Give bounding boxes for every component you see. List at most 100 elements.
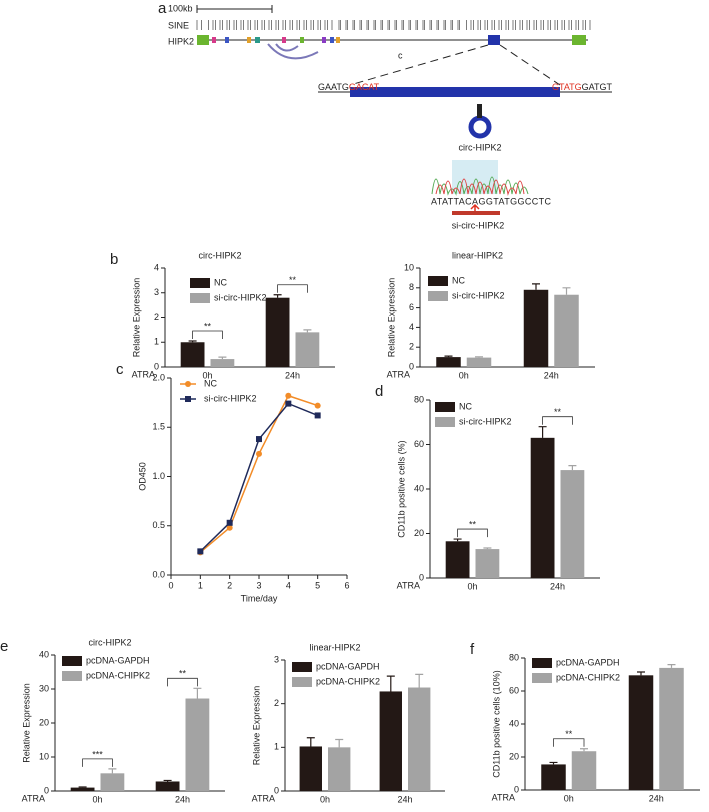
bar <box>408 687 431 791</box>
point <box>197 548 204 555</box>
y-tick-label: 10 <box>39 751 49 761</box>
flank: GAATGGACAT <box>318 82 380 92</box>
x-tick-label: 24h <box>397 794 412 804</box>
y-tick-label: 20 <box>509 751 519 761</box>
point <box>226 519 233 526</box>
legend-swatch <box>62 671 82 681</box>
x-tick-label: 3 <box>256 580 261 590</box>
bar <box>70 787 95 791</box>
bar <box>466 357 492 367</box>
zoom-line <box>349 44 561 86</box>
legend-label: pcDNA-CHIPK2 <box>86 670 150 680</box>
y-tick-label: 0 <box>514 784 519 794</box>
significance-bracket <box>192 330 223 340</box>
legend-label: NC <box>204 378 217 388</box>
y-tick-label: 1.0 <box>152 471 165 481</box>
exon <box>488 35 500 45</box>
error-bar <box>78 786 87 788</box>
line <box>199 402 318 552</box>
seq: GTATG <box>552 82 582 92</box>
error-bar <box>580 748 588 752</box>
y-tick-label: 0 <box>154 361 159 371</box>
y-axis-label: CD11b positive cells (%) <box>396 440 406 537</box>
x-axis-label: Time/day <box>241 593 278 603</box>
y-tick-label: 2.0 <box>152 372 165 382</box>
y-tick-label: 4 <box>409 322 414 332</box>
y-tick-label: 10 <box>404 262 414 272</box>
legend-marker <box>185 396 191 402</box>
legend-swatch <box>532 673 552 683</box>
x-tick-label: 24h <box>649 793 664 803</box>
y-tick-label: 60 <box>414 439 424 449</box>
point <box>256 450 262 457</box>
x-tick-label: 0h <box>467 581 477 591</box>
bar <box>328 747 351 791</box>
error-bar <box>538 426 547 438</box>
y-tick-label: 1 <box>274 742 279 752</box>
y-tick-label: 0.5 <box>152 520 165 530</box>
exon <box>336 37 340 43</box>
legend-marker <box>185 381 191 387</box>
x-tick-label: 2 <box>227 580 232 590</box>
chromatogram <box>431 176 529 196</box>
exon <box>212 37 216 43</box>
x-tick-label: 0h <box>320 794 330 804</box>
legend-label: si-circ-HIPK2 <box>214 292 267 302</box>
y-tick-label: 80 <box>414 394 424 404</box>
circ-rna <box>468 115 492 139</box>
x-tick-label: 0 <box>168 580 173 590</box>
panel-a: a 100kb SINE HIPK2 c GAATGGACAT GTATGGAT… <box>158 0 613 230</box>
bar <box>379 691 402 791</box>
bar <box>210 359 235 367</box>
significance-label: ** <box>565 729 573 739</box>
y-tick-label: 30 <box>39 683 49 693</box>
panel-label: d <box>375 383 383 400</box>
y-tick-label: 60 <box>509 685 519 695</box>
legend-swatch <box>292 677 312 687</box>
chart-title: linear-HIPK2 <box>309 642 360 652</box>
error-bar <box>444 355 453 358</box>
error-bar <box>532 283 540 290</box>
significance-bracket <box>553 738 585 747</box>
bar <box>628 675 654 790</box>
exon <box>572 35 586 45</box>
y-axis-label: Relative Expression <box>21 683 31 763</box>
x-tick-label: 0h <box>92 794 102 804</box>
legend-swatch <box>428 291 448 301</box>
error-bar <box>549 761 558 765</box>
legend-label: NC <box>452 275 465 285</box>
legend-label: NC <box>214 277 227 287</box>
error-bar <box>163 779 172 782</box>
error-bar <box>667 664 676 668</box>
legend-swatch <box>428 276 448 286</box>
y-tick-label: 6 <box>409 302 414 312</box>
x-tick-label: 0h <box>459 370 469 380</box>
legend-label: si-circ-HIPK2 <box>452 290 505 300</box>
chart-title: circ-HIPK2 <box>198 250 241 260</box>
significance-label: ** <box>179 669 187 679</box>
x-tick-label: 0h <box>202 370 212 380</box>
scale-label: 100kb <box>168 3 193 13</box>
exon <box>225 37 229 43</box>
error-bar <box>568 465 577 471</box>
bar <box>571 751 597 790</box>
bar <box>436 357 461 367</box>
line <box>199 394 318 553</box>
annotation: ATRA <box>492 792 515 802</box>
y-tick-label: 3 <box>274 654 279 664</box>
x-tick-label: 0h <box>564 793 574 803</box>
x-tick-label: 5 <box>315 580 320 590</box>
significance-label: *** <box>92 749 103 759</box>
x-tick-label: 4 <box>286 580 291 590</box>
circle-label: circ-HIPK2 <box>458 142 501 152</box>
legend-label: pcDNA-GAPDH <box>316 661 380 671</box>
bar <box>475 549 500 578</box>
annotation: ATRA <box>132 369 155 379</box>
panel-label: c <box>116 361 124 378</box>
y-tick-label: 40 <box>509 718 519 728</box>
exon <box>300 37 304 43</box>
y-tick-label: 1.5 <box>152 422 165 432</box>
bar <box>299 746 322 791</box>
annotation: ATRA <box>22 793 45 803</box>
